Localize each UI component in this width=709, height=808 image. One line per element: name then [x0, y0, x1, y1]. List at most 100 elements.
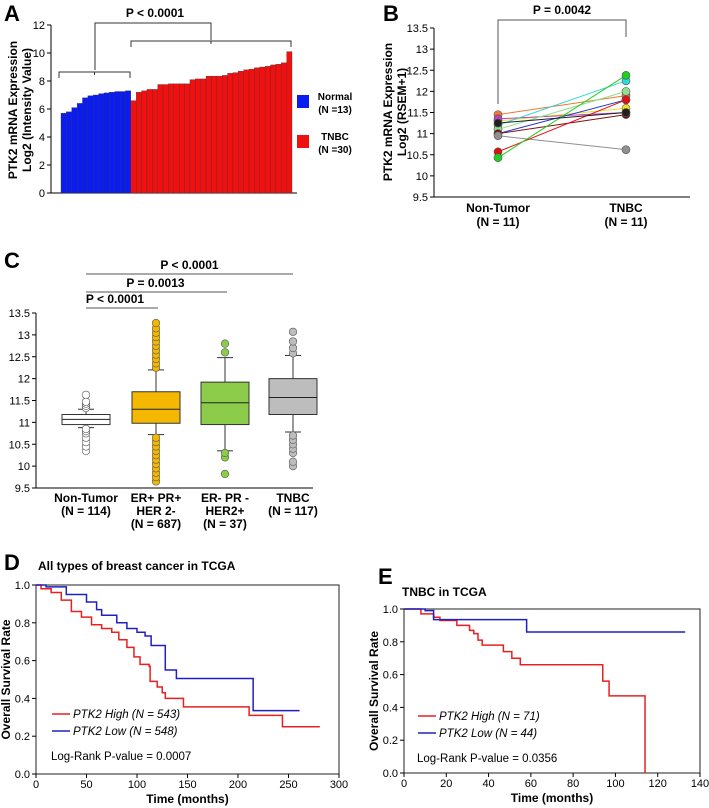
bar-tnbc: [146, 89, 153, 194]
bar-normal: [76, 103, 83, 194]
x-category-label: (N = 37): [203, 517, 247, 531]
x-tick-label: 50: [80, 779, 92, 791]
bar-normal: [109, 92, 115, 194]
y-tick-label: 11.5: [407, 108, 428, 120]
bar-normal: [87, 95, 94, 194]
pair-line: [497, 107, 627, 122]
data-point: [621, 95, 631, 105]
bar-tnbc: [179, 83, 185, 194]
legend-label: PTK2 High (N = 71): [439, 711, 540, 723]
bar-tnbc: [205, 75, 212, 194]
y-tick-label: 0.0: [15, 769, 30, 781]
y-tick-label: 12: [416, 86, 428, 98]
data-point: [621, 87, 631, 96]
y-tick-label: 1.0: [15, 580, 30, 592]
significance-bracket: [497, 19, 627, 104]
box: [131, 391, 181, 424]
y-tick-label: 12: [33, 20, 45, 32]
outlier-point: [81, 390, 91, 399]
x-tick-label: 80: [567, 778, 579, 790]
legend-label: PTK2 High (N = 543): [73, 709, 180, 721]
outlier-point: [151, 318, 161, 328]
y-tick-label: 0: [39, 188, 45, 200]
x-category-label: ER+ PR+: [131, 491, 182, 505]
survival-curve-low: [36, 584, 300, 712]
x-category-label: TNBC: [609, 201, 643, 215]
outlier-point: [288, 327, 298, 336]
x-axis-label: Time (months): [511, 791, 593, 805]
plot-frame: [403, 608, 701, 774]
bar-tnbc: [162, 84, 169, 194]
x-category-label: Non-Tumor: [54, 491, 118, 505]
panel-letter-A: A: [4, 1, 20, 26]
x-tick-label: 140: [691, 778, 709, 790]
y-tick-label: 0.2: [15, 731, 30, 743]
bar-tnbc: [248, 68, 255, 194]
significance-bracket: [94, 22, 212, 70]
bar-normal: [66, 111, 72, 194]
y-tick-label: 10: [33, 48, 45, 60]
p-value-label: P < 0.0001: [126, 6, 184, 20]
x-category-label: (N = 117): [268, 504, 318, 518]
y-tick-label: 1.0: [383, 604, 398, 616]
panel-letter-B: B: [383, 1, 399, 26]
data-point: [493, 118, 503, 128]
x-tick-label: 120: [649, 778, 667, 790]
bar-tnbc: [184, 83, 191, 194]
y-tick-label: 0.6: [383, 670, 398, 682]
x-category-label: HER2+: [205, 504, 244, 518]
bar-tnbc: [189, 79, 196, 194]
y-axis-label: PTK2 mRNA Expression: [381, 43, 395, 181]
bar-normal: [119, 91, 126, 194]
y-tick-label: 8: [39, 76, 45, 88]
x-axis-label: Time (months): [146, 792, 228, 806]
data-point: [621, 71, 631, 80]
bar-tnbc: [130, 100, 137, 194]
y-tick-label: 11: [417, 129, 428, 141]
y-tick-label: 0.2: [383, 735, 398, 747]
y-axis-label: PTK2 mRNA Expression: [6, 41, 20, 179]
x-tick-label: 0: [33, 779, 39, 791]
x-tick-label: 20: [440, 778, 452, 790]
bar-tnbc: [157, 84, 164, 194]
pair-line: [497, 74, 627, 159]
y-tick-label: 0.8: [383, 637, 398, 649]
bar-normal: [114, 91, 121, 194]
bar-tnbc: [281, 62, 287, 194]
bar-tnbc: [222, 75, 228, 194]
y-axis-label: Log2 (Intensity Value): [20, 48, 34, 172]
survival-curve-low: [404, 608, 686, 633]
x-tick-label: 200: [229, 779, 247, 791]
y-tick-label: 13.5: [9, 308, 30, 320]
bracket-normal: [58, 71, 131, 78]
legend-n: (N =30): [318, 145, 352, 156]
bar-tnbc: [264, 66, 271, 194]
p-value-label: P < 0.0001: [86, 292, 144, 306]
bar-tnbc: [136, 92, 142, 194]
x-category-n: (N = 11): [604, 215, 647, 229]
y-tick-label: 12: [18, 374, 30, 386]
bar-normal: [71, 107, 78, 194]
survival-curve-high: [404, 608, 646, 773]
x-category-label: ER- PR -: [201, 491, 249, 505]
y-tick-label: 0.8: [15, 618, 30, 630]
outlier-point: [288, 431, 298, 440]
y-tick-label: 9.5: [15, 483, 30, 495]
panel-letter-C: C: [4, 248, 20, 273]
y-tick-label: 10.5: [9, 439, 30, 451]
y-tick-label: 10: [416, 171, 428, 183]
x-category-label: (N = 687): [131, 517, 181, 531]
pair-line: [497, 99, 627, 153]
bar-tnbc: [259, 66, 266, 194]
survival-curve-high: [36, 584, 320, 728]
pair-line: [497, 80, 627, 126]
x-tick-label: 100: [128, 779, 146, 791]
chart-title: TNBC in TCGA: [402, 585, 487, 599]
p-value-label: P < 0.0001: [160, 258, 218, 272]
y-axis-label: Overall Survival Rate: [0, 619, 13, 739]
data-point: [493, 153, 503, 163]
y-tick-label: 6: [39, 104, 45, 116]
legend-label: TNBC: [321, 132, 349, 143]
bar-tnbc: [141, 90, 148, 194]
